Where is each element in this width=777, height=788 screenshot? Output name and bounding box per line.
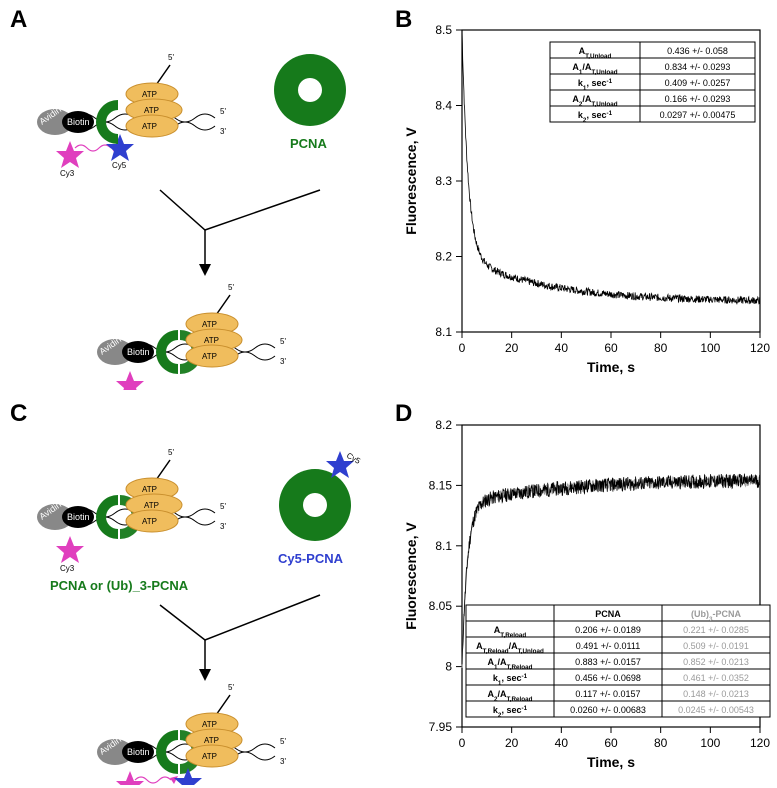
svg-text:5': 5': [280, 737, 286, 746]
svg-text:Time, s: Time, s: [587, 754, 635, 770]
svg-text:60: 60: [604, 736, 618, 750]
svg-text:40: 40: [555, 341, 569, 355]
svg-text:0: 0: [459, 736, 466, 750]
svg-text:0.409 +/- 0.0257: 0.409 +/- 0.0257: [665, 78, 731, 88]
cy5-pcna-ring: [279, 469, 351, 541]
svg-text:ATP: ATP: [142, 485, 157, 494]
svg-text:0.0260 +/- 0.00683: 0.0260 +/- 0.00683: [570, 705, 646, 715]
svg-text:ATP: ATP: [142, 122, 157, 131]
label-3prime: 3': [220, 127, 226, 136]
svg-text:100: 100: [700, 736, 720, 750]
svg-text:ATP: ATP: [202, 320, 217, 329]
svg-text:60: 60: [604, 341, 618, 355]
svg-text:0.456 +/- 0.0698: 0.456 +/- 0.0698: [575, 673, 641, 683]
svg-text:8.2: 8.2: [435, 250, 452, 264]
svg-text:Fluorescence, V: Fluorescence, V: [403, 522, 419, 630]
svg-text:8.1: 8.1: [435, 325, 452, 339]
svg-text:8.4: 8.4: [435, 99, 452, 113]
free-pcna-a: [274, 54, 346, 126]
rfc-complex-bottom: ATP ATP ATP: [186, 313, 242, 367]
label-5prime: 5': [168, 53, 174, 62]
svg-text:20: 20: [505, 736, 519, 750]
svg-text:0.148 +/- 0.0213: 0.148 +/- 0.0213: [683, 689, 749, 699]
svg-text:Time, s: Time, s: [587, 359, 635, 375]
svg-text:0.436 +/- 0.058: 0.436 +/- 0.058: [667, 46, 728, 56]
svg-text:5': 5': [168, 448, 174, 457]
svg-text:0.0245 +/- 0.00543: 0.0245 +/- 0.00543: [678, 705, 754, 715]
svg-text:5': 5': [220, 502, 226, 511]
svg-text:PCNA: PCNA: [595, 609, 621, 619]
panel-c-right-label: Cy5-PCNA: [278, 551, 344, 566]
svg-text:3': 3': [280, 757, 286, 766]
svg-text:8.2: 8.2: [435, 418, 452, 432]
svg-text:0.206 +/- 0.0189: 0.206 +/- 0.0189: [575, 625, 641, 635]
svg-text:80: 80: [654, 736, 668, 750]
svg-text:0.461 +/- 0.0352: 0.461 +/- 0.0352: [683, 673, 749, 683]
svg-text:5': 5': [228, 683, 234, 692]
svg-text:8.1: 8.1: [435, 539, 452, 553]
svg-text:ATP: ATP: [144, 106, 159, 115]
svg-text:0.491 +/- 0.0111: 0.491 +/- 0.0111: [576, 641, 640, 651]
panel-c-diagram: 5' 5' 3' Avidin Biotin Cy3 ATP ATP ATP P…: [20, 415, 390, 785]
svg-text:8.3: 8.3: [435, 174, 452, 188]
merge-lines-a: [160, 190, 320, 230]
svg-text:120: 120: [750, 341, 770, 355]
svg-text:3': 3': [280, 357, 286, 366]
svg-text:ATP: ATP: [142, 517, 157, 526]
svg-text:7.95: 7.95: [429, 720, 453, 734]
cy5-label: Cy5: [112, 161, 127, 170]
svg-text:5': 5': [280, 337, 286, 346]
pcna-label: PCNA: [290, 136, 327, 151]
svg-text:20: 20: [505, 341, 519, 355]
svg-text:0.221 +/- 0.0285: 0.221 +/- 0.0285: [683, 625, 749, 635]
svg-text:100: 100: [700, 341, 720, 355]
svg-text:ATP: ATP: [202, 352, 217, 361]
svg-text:3': 3': [220, 522, 226, 531]
svg-text:8: 8: [445, 660, 452, 674]
svg-text:0.834 +/- 0.0293: 0.834 +/- 0.0293: [665, 62, 731, 72]
svg-text:ATP: ATP: [144, 501, 159, 510]
svg-text:5': 5': [228, 283, 234, 292]
biotin-label: Biotin: [67, 117, 90, 127]
svg-text:ATP: ATP: [202, 752, 217, 761]
svg-text:40: 40: [555, 736, 569, 750]
svg-text:ATP: ATP: [142, 90, 157, 99]
svg-text:0.0297 +/- 0.00475: 0.0297 +/- 0.00475: [660, 110, 736, 120]
svg-text:8.5: 8.5: [435, 23, 452, 37]
panel-a-diagram: 5' 5' 3' Avidin Biotin Cy3 Cy5 ATP ATP A…: [20, 20, 390, 390]
svg-text:80: 80: [654, 341, 668, 355]
svg-text:8.05: 8.05: [429, 599, 453, 613]
svg-text:120: 120: [750, 736, 770, 750]
svg-text:Biotin: Biotin: [127, 347, 150, 357]
svg-text:8.15: 8.15: [429, 478, 453, 492]
rfc-complex: ATP ATP ATP: [126, 83, 182, 137]
panel-d-chart: 0 20 40 60 80 100 120 7.95 8 8.05 8.1 8.15 8.2 Time, …: [400, 415, 772, 775]
svg-text:0.117 +/- 0.0157: 0.117 +/- 0.0157: [575, 689, 640, 699]
svg-text:0.509 +/- 0.0191: 0.509 +/- 0.0191: [683, 641, 749, 651]
cy3-label: Cy3: [60, 169, 75, 178]
svg-text:Fluorescence, V: Fluorescence, V: [403, 127, 419, 235]
panel-c-left-label: PCNA or (Ub)_3-PCNA: [50, 578, 189, 593]
panel-b-chart: 0 20 40 60 80 100 120 8.1 8.2 8.3 8.4 8.5 Time, s Flu…: [400, 20, 772, 380]
svg-text:Biotin: Biotin: [67, 512, 90, 522]
svg-text:0.852 +/- 0.0213: 0.852 +/- 0.0213: [683, 657, 749, 667]
svg-text:Cy3: Cy3: [60, 564, 75, 573]
svg-text:0.883 +/- 0.0157: 0.883 +/- 0.0157: [575, 657, 641, 667]
svg-text:Biotin: Biotin: [127, 747, 150, 757]
svg-text:ATP: ATP: [204, 336, 219, 345]
svg-text:0.166 +/- 0.0293: 0.166 +/- 0.0293: [665, 94, 731, 104]
svg-text:ATP: ATP: [204, 736, 219, 745]
label-5prime-2: 5': [220, 107, 226, 116]
svg-text:0: 0: [459, 341, 466, 355]
svg-text:ATP: ATP: [202, 720, 217, 729]
